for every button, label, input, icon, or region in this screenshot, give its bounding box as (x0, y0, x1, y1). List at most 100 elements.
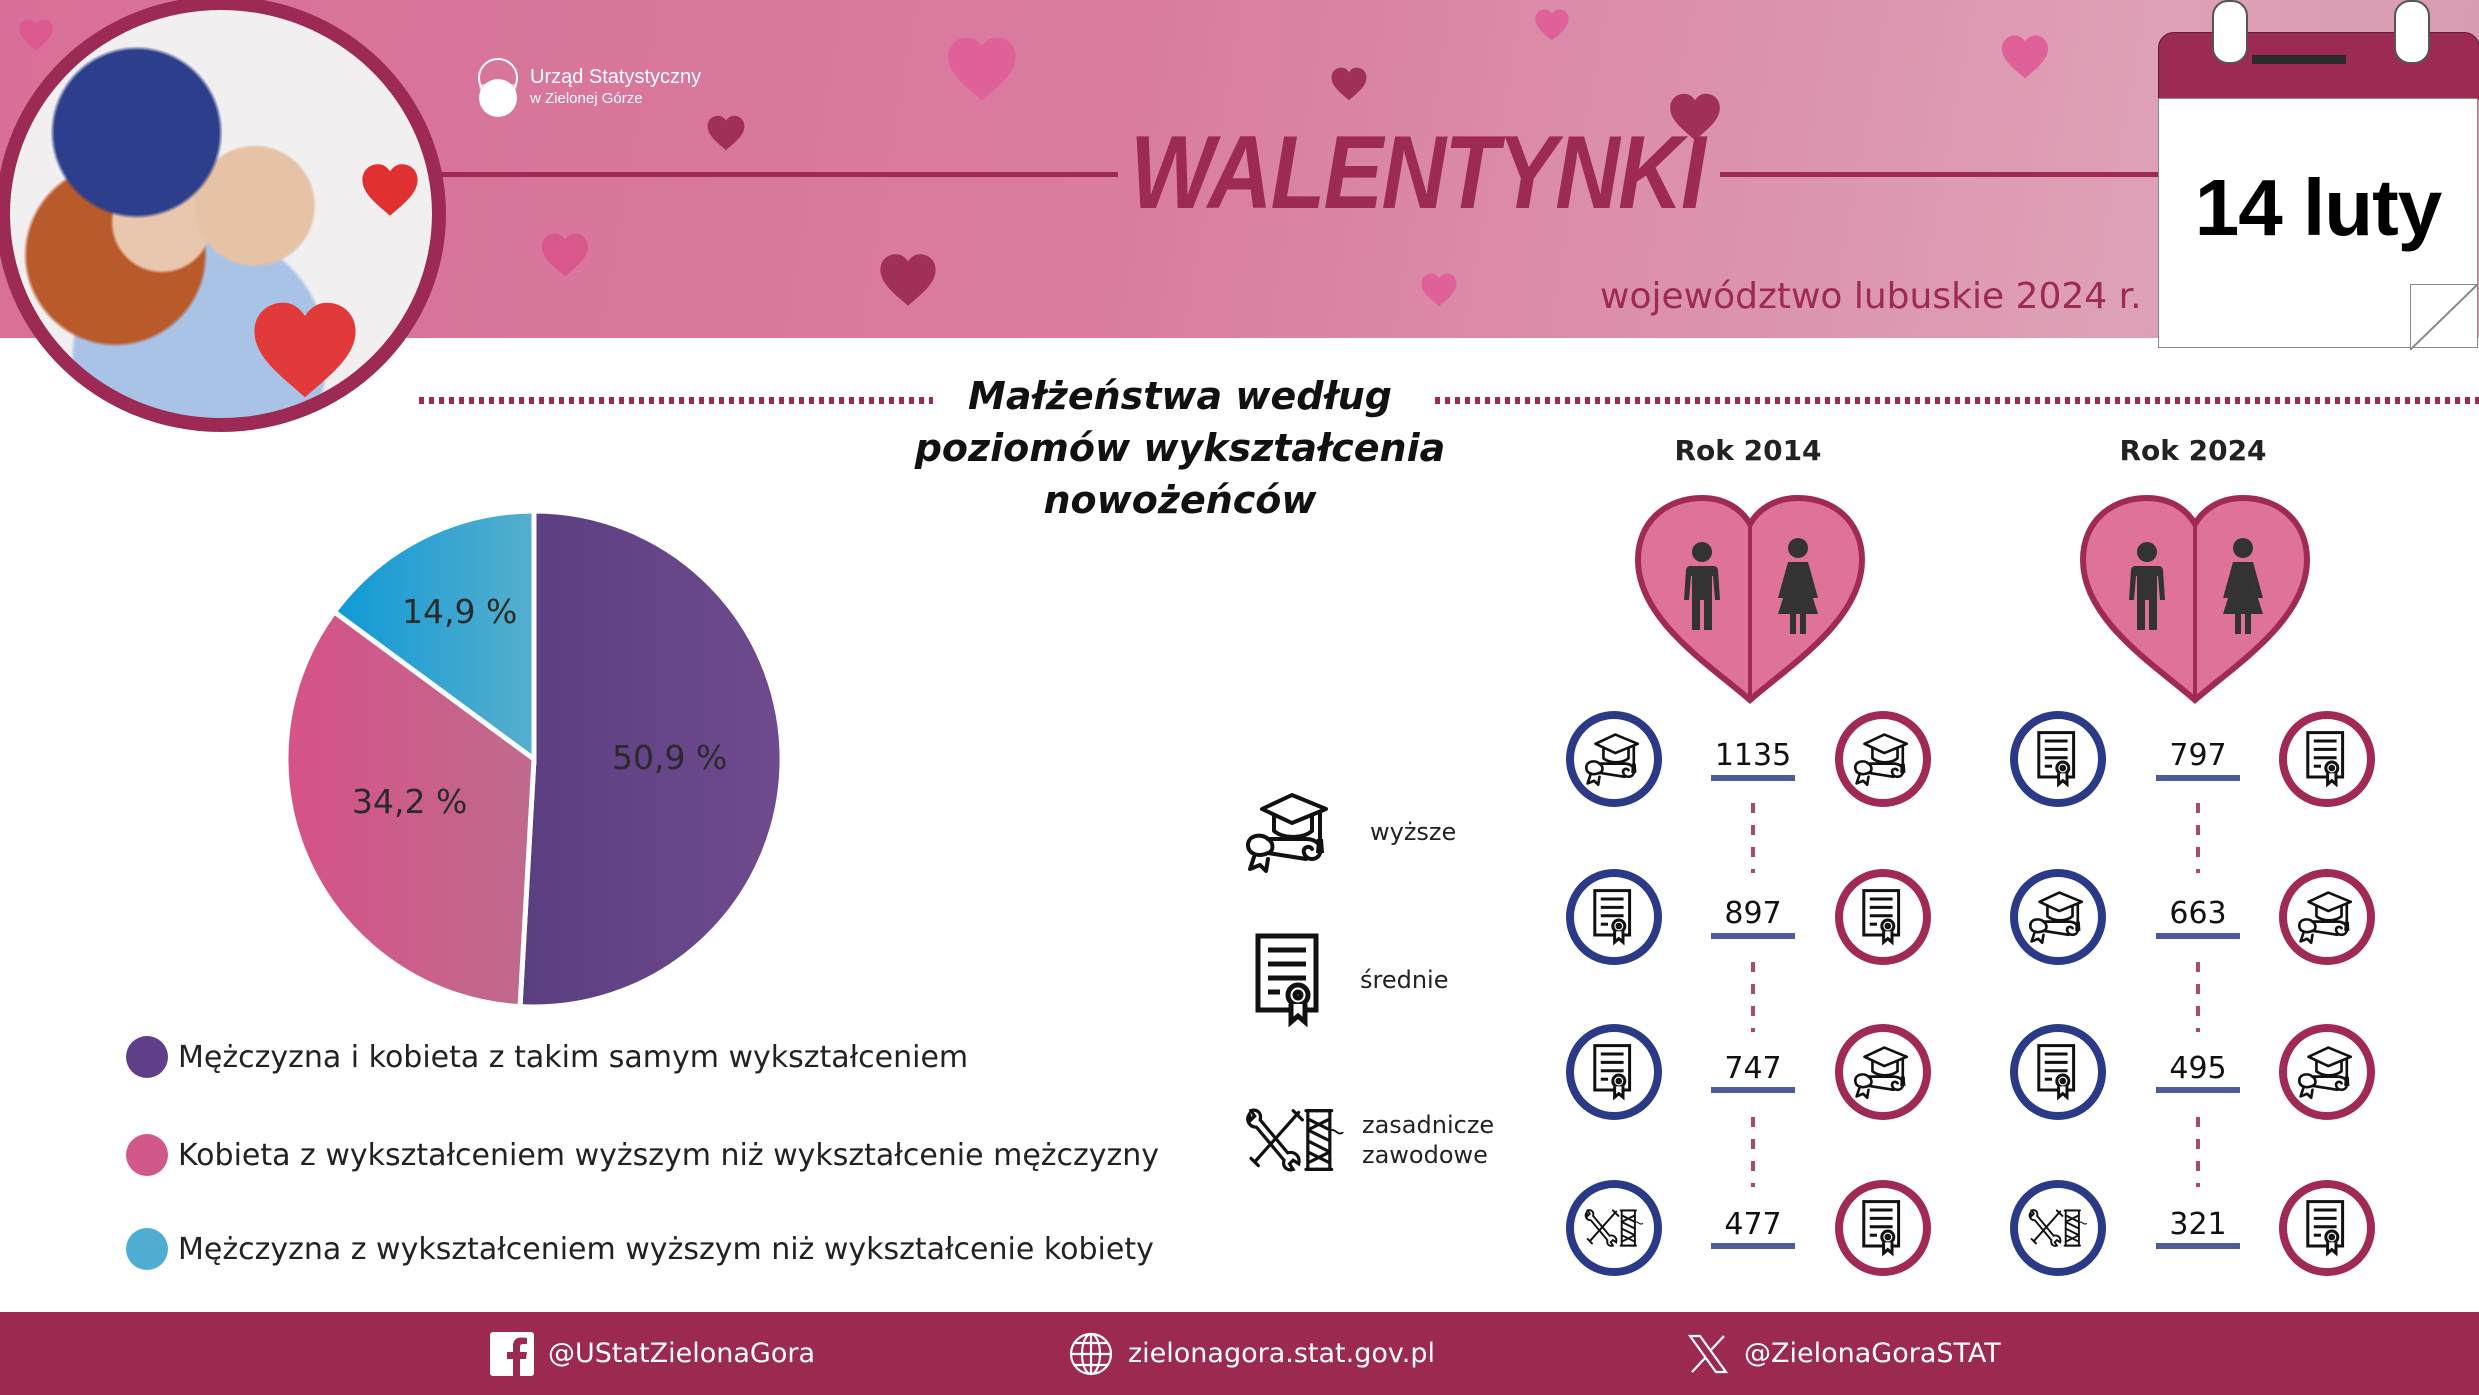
logo-line-1: Urząd Statystyczny (530, 66, 702, 88)
legend-item-same: Mężczyzna i kobieta z takim samym wykszt… (126, 1036, 968, 1078)
count-underline (2156, 1243, 2240, 1249)
tools-thread-icon (1581, 1206, 1647, 1250)
graduation-cap-diploma-icon (1850, 729, 1916, 789)
man-edu-secondary (2010, 1024, 2106, 1120)
heart-icon (944, 36, 1020, 102)
calendar-ring (2394, 0, 2430, 64)
count-2014-1: 1135 (1714, 738, 1792, 773)
count-2014-3: 747 (1724, 1051, 1782, 1086)
globe-icon (1069, 1332, 1113, 1375)
certificate-document-icon (1250, 930, 1330, 1030)
edu-label-secondary: średnie (1360, 966, 1449, 994)
count-underline (1711, 933, 1795, 939)
legend-item-woman-higher: Kobieta z wykształceniem wyższym niż wyk… (126, 1134, 1159, 1176)
title-rule-right (1720, 172, 2160, 177)
website-link[interactable]: zielonagora.stat.gov.pl (1068, 1312, 1435, 1395)
dotted-rule-left (419, 397, 933, 404)
x-link[interactable]: @ZielonaGoraSTAT (1686, 1312, 2001, 1395)
dashed-connector (1751, 1117, 1755, 1187)
man-edu-higher (1566, 711, 1662, 807)
legend-label: Mężczyzna i kobieta z takim samym wykszt… (178, 1039, 969, 1075)
man-edu-vocational (2010, 1180, 2106, 1276)
calendar-bar (2252, 55, 2346, 64)
count-2014-4: 477 (1724, 1207, 1782, 1242)
certificate-document-icon (1590, 1042, 1638, 1102)
pie-chart (284, 509, 784, 1009)
woman-edu-secondary (1835, 869, 1931, 965)
edu-label-line-1: zasadnicze (1362, 1111, 1495, 1139)
section-title-line-1: Małżeństwa według (968, 374, 1392, 418)
facebook-link[interactable]: @UStatZielonaGora (490, 1312, 815, 1395)
woman-figure-icon (1778, 538, 1818, 634)
woman-edu-secondary (1835, 1180, 1931, 1276)
x-handle: @ZielonaGoraSTAT (1744, 1338, 2001, 1369)
year-title-2014: Rok 2014 (1674, 434, 1822, 467)
logo-line-2: w Zielonej Górze (530, 90, 643, 107)
count-2024-2: 663 (2169, 896, 2227, 931)
woman-edu-higher (1835, 1024, 1931, 1120)
heart-icon (1534, 8, 1570, 42)
certificate-document-icon (2034, 729, 2082, 789)
man-edu-secondary (1566, 869, 1662, 965)
edu-legend-vocational: zasadnicze zawodowe (1240, 1090, 1494, 1190)
page-curl (2410, 284, 2478, 350)
graduation-cap-diploma-icon (1850, 1042, 1916, 1102)
edu-legend-secondary: średnie (1240, 930, 1449, 1030)
edu-label-higher: wyższe (1370, 818, 1457, 846)
year-title-2024: Rok 2024 (2119, 434, 2267, 467)
count-2024-3: 495 (2169, 1051, 2227, 1086)
page-title: WALENTYNKI (1130, 115, 1706, 231)
legend-item-man-higher: Mężczyzna z wykształceniem wyższym niż w… (126, 1228, 1154, 1270)
woman-figure-icon (2223, 538, 2263, 634)
legend-dot (126, 1228, 168, 1270)
legend-label: Kobieta z wykształceniem wyższym niż wyk… (178, 1137, 1160, 1173)
title-rule-left (440, 172, 1118, 177)
woman-edu-higher (2279, 869, 2375, 965)
man-figure-icon (2129, 542, 2165, 630)
logo-icon (478, 58, 518, 117)
heart-icon (878, 252, 938, 308)
heart-icon (1330, 66, 1368, 102)
woman-edu-higher (2279, 1024, 2375, 1120)
graduation-cap-diploma-icon (1240, 787, 1340, 877)
facebook-handle: @UStatZielonaGora (548, 1338, 815, 1369)
page-subtitle: województwo lubuskie 2024 r. (1600, 276, 2142, 317)
certificate-document-icon (1590, 887, 1638, 947)
count-underline (1711, 1243, 1795, 1249)
count-2024-4: 321 (2169, 1207, 2227, 1242)
legend-dot (126, 1036, 168, 1078)
legend-label: Mężczyzna z wykształceniem wyższym niż w… (178, 1231, 1154, 1267)
dotted-rule-right (1435, 397, 2479, 404)
facebook-icon (490, 1331, 534, 1376)
footer-bar: @UStatZielonaGora zielonagora.stat.gov.p… (0, 1312, 2479, 1395)
man-edu-vocational (1566, 1180, 1662, 1276)
heart-icon (18, 18, 54, 52)
count-underline (1711, 775, 1795, 781)
certificate-document-icon (2303, 729, 2351, 789)
couple-heart-icon (1634, 494, 1866, 704)
heart-icon (540, 232, 590, 278)
woman-edu-secondary (2279, 711, 2375, 807)
heart-icon (1420, 272, 1458, 308)
calendar-badge: 14 luty (2158, 0, 2479, 350)
certificate-document-icon (1859, 1198, 1907, 1258)
edu-label-line-2: zawodowe (1362, 1141, 1488, 1169)
man-edu-higher (2010, 869, 2106, 965)
woman-edu-higher (1835, 711, 1931, 807)
man-edu-secondary (1566, 1024, 1662, 1120)
woman-edu-secondary (2279, 1180, 2375, 1276)
x-twitter-icon (1687, 1334, 1729, 1373)
count-2014-2: 897 (1724, 896, 1782, 931)
calendar-date: 14 luty (2194, 163, 2442, 252)
pie-label-woman-higher: 34,2 % (352, 782, 468, 821)
dashed-connector (1751, 962, 1755, 1032)
certificate-document-icon (1859, 887, 1907, 947)
graduation-cap-diploma-icon (2294, 887, 2360, 947)
website-url: zielonagora.stat.gov.pl (1128, 1338, 1435, 1369)
dashed-connector (2196, 803, 2200, 873)
dashed-connector (1751, 803, 1755, 873)
pie-slice-man-higher (330, 509, 537, 764)
edu-legend-higher: wyższe (1240, 782, 1456, 882)
dashed-connector (2196, 1117, 2200, 1187)
section-title: Małżeństwa według poziomów wykształcenia… (780, 370, 1580, 526)
